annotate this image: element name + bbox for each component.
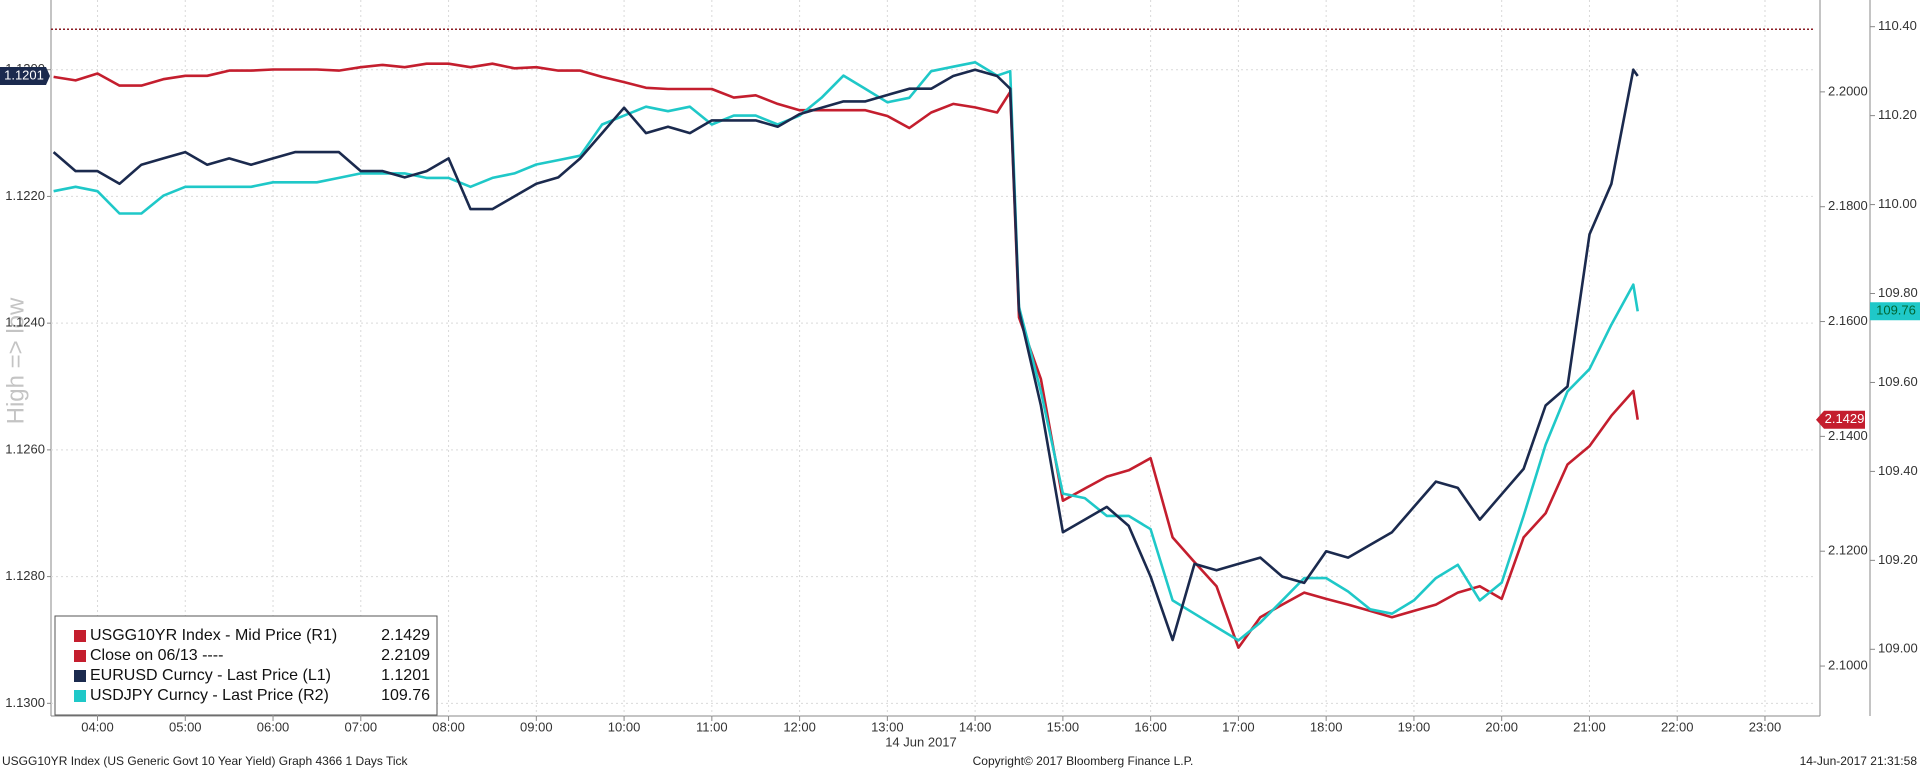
y3-tick-label: 110.40 (1878, 18, 1917, 33)
legend-value: 2.1429 (381, 627, 430, 644)
y-tick-label: 1.1240 (5, 315, 45, 330)
x-tick-label: 11:00 (696, 719, 728, 734)
last-value-label: 109.76 (1876, 303, 1916, 318)
last-value-marker (0, 67, 50, 86)
x-tick-label: 07:00 (345, 719, 378, 734)
y2-tick-label: 2.2000 (1828, 83, 1868, 98)
legend-swatch (74, 630, 86, 642)
legend-label: EURUSD Curncy - Last Price (L1) (90, 667, 331, 684)
x-tick-label: 06:00 (257, 719, 290, 734)
legend-label: USGG10YR Index - Mid Price (R1) (90, 627, 337, 644)
y3-tick-label: 109.20 (1878, 552, 1918, 567)
legend-label: USDJPY Curncy - Last Price (R2) (90, 687, 329, 704)
series-line (52, 68, 1639, 642)
x-tick-label: 18:00 (1310, 719, 1343, 734)
y3-tick-label: 109.00 (1878, 641, 1918, 656)
y2-tick-label: 2.1400 (1828, 428, 1868, 443)
x-tick-label: 16:00 (1134, 719, 1167, 734)
x-tick-label: 21:00 (1573, 719, 1606, 734)
y2-tick-label: 2.1800 (1828, 198, 1868, 213)
last-value-label: 2.1429 (1825, 411, 1865, 426)
series-line (53, 62, 1639, 649)
x-tick-label: 05:00 (169, 719, 202, 734)
y-tick-label: 1.1260 (5, 441, 45, 456)
y-tick-label: 1.1220 (5, 188, 45, 203)
y2-tick-label: 2.1000 (1828, 657, 1868, 672)
footer-center: Copyright© 2017 Bloomberg Finance L.P. (973, 754, 1194, 768)
last-value-marker (1816, 410, 1865, 429)
legend: USGG10YR Index - Mid Price (R1) 2.1429 Clo… (54, 615, 438, 716)
y-tick-label: 1.1300 (5, 695, 45, 710)
x-axis-label: 14 Jun 2017 (885, 734, 957, 749)
legend-value: 1.1201 (381, 667, 430, 684)
x-tick-label: 23:00 (1749, 719, 1782, 734)
y2-tick-label: 2.1200 (1828, 543, 1868, 558)
footer-left: USGG10YR Index (US Generic Govt 10 Year … (2, 754, 409, 768)
y2-tick-label: 2.1600 (1828, 313, 1868, 328)
x-tick-label: 04:00 (81, 719, 114, 734)
last-value-marker (1870, 302, 1920, 321)
legend-swatch (74, 650, 86, 662)
x-tick-label: 14:00 (959, 719, 992, 734)
y-tick-label: 1.1280 (5, 568, 45, 583)
plot-area (51, 0, 1815, 716)
x-tick-label: 09:00 (520, 719, 553, 734)
x-tick-label: 22:00 (1661, 719, 1694, 734)
x-tick-label: 15:00 (1047, 719, 1080, 734)
legend-value: 2.2109 (381, 647, 430, 664)
legend-label: Close on 06/13 ---- (90, 647, 223, 664)
x-tick-label: 12:00 (783, 719, 816, 734)
x-tick-label: 17:00 (1222, 719, 1255, 734)
x-tick-label: 08:00 (432, 719, 465, 734)
footer-right: 14-Jun-2017 21:31:58 (1800, 754, 1918, 768)
y3-tick-label: 109.80 (1878, 285, 1918, 300)
x-tick-label: 19:00 (1398, 719, 1431, 734)
y3-tick-label: 109.60 (1878, 374, 1918, 389)
x-tick-label: 20:00 (1485, 719, 1518, 734)
series-line (53, 61, 1639, 642)
y3-tick-label: 109.40 (1878, 463, 1918, 478)
y-axis-label: High => low (2, 297, 29, 424)
x-tick-label: 10:00 (608, 719, 641, 734)
x-tick-label: 13:00 (871, 719, 904, 734)
y3-tick-label: 110.00 (1878, 196, 1917, 211)
legend-value: 109.76 (381, 687, 430, 704)
legend-swatch (74, 690, 86, 702)
y3-tick-label: 110.20 (1878, 107, 1917, 122)
legend-box (54, 615, 438, 716)
legend-swatch (74, 670, 86, 682)
last-value-label: 1.1201 (4, 67, 44, 82)
